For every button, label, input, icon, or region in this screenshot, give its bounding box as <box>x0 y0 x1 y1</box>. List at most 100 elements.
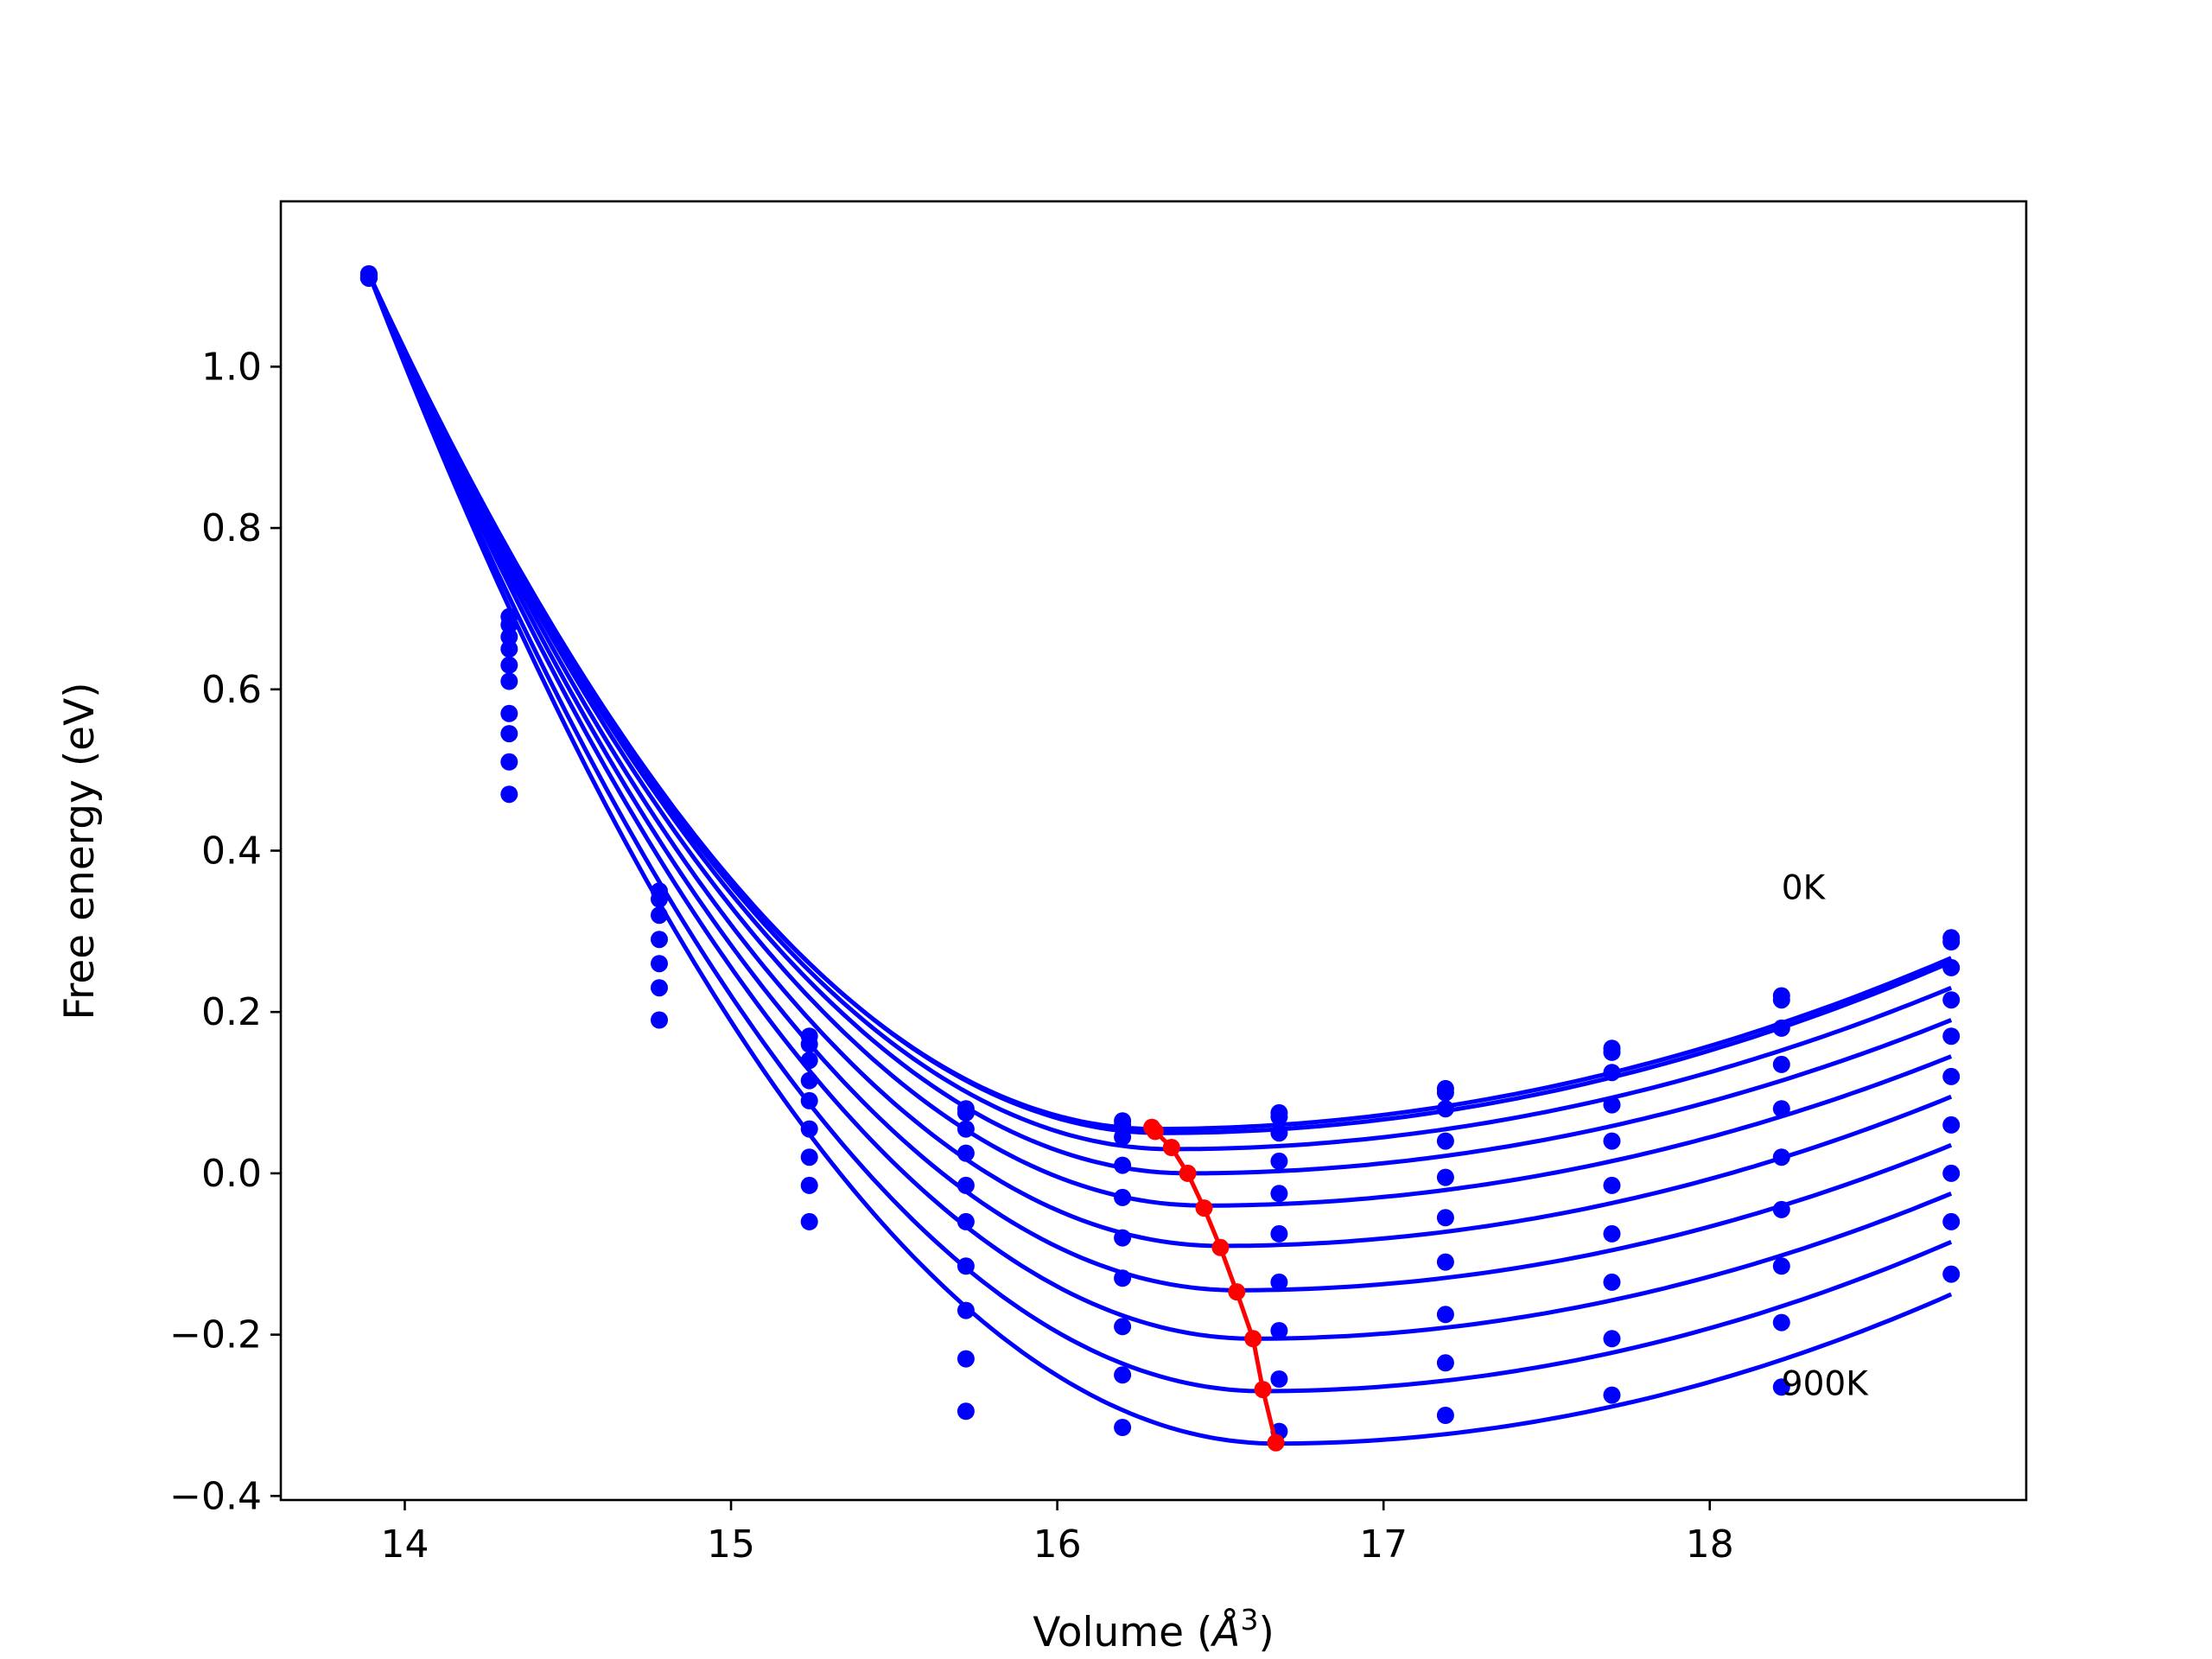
x-axis-label-prefix: Volume ( <box>1033 1609 1212 1656</box>
data-point-600k-9 <box>1772 1200 1790 1218</box>
x-axis-label-suffix: ) <box>1258 1609 1274 1656</box>
data-point-400k-6 <box>1270 1185 1288 1203</box>
minimum-path-line <box>1150 1126 1279 1444</box>
data-point-400k-3 <box>800 1091 818 1109</box>
y-tick-label-5: 0.6 <box>201 668 262 712</box>
data-point-300k-5 <box>1114 1156 1132 1174</box>
fit-curve-300k <box>366 272 1953 1176</box>
y-tick-label-2: 0.0 <box>201 1152 262 1196</box>
data-point-100k-7 <box>1436 1084 1454 1102</box>
data-point-200k-2 <box>651 906 668 925</box>
x-axis-label-unit: Å <box>1210 1609 1240 1656</box>
y-tick-label-6: 0.8 <box>201 506 262 550</box>
data-point-200k-4 <box>957 1120 975 1138</box>
data-point-400k-9 <box>1772 1100 1790 1118</box>
fit-curve-700k <box>366 273 1953 1341</box>
minimum-point-2 <box>1162 1139 1180 1156</box>
minimum-point-6 <box>1228 1283 1246 1301</box>
data-point-100k-8 <box>1603 1043 1621 1061</box>
data-point-700k-1 <box>500 725 518 743</box>
data-point-400k-7 <box>1436 1168 1454 1186</box>
data-point-700k-5 <box>1114 1318 1132 1336</box>
data-point-800k-7 <box>1436 1354 1454 1372</box>
fit-curve-800k <box>366 273 1953 1394</box>
data-point-700k-3 <box>800 1176 818 1194</box>
data-point-500k-5 <box>1114 1229 1132 1247</box>
data-point-200k-5 <box>1114 1128 1132 1146</box>
data-point-100k-4 <box>957 1103 975 1122</box>
data-point-100k-2 <box>651 890 668 908</box>
y-tick-label-1: −0.2 <box>169 1313 262 1357</box>
fit-curve-200k <box>366 272 1953 1152</box>
data-point-500k-10 <box>1942 1067 1961 1085</box>
data-point-900k-1 <box>500 785 518 804</box>
data-point-600k-6 <box>1270 1273 1288 1291</box>
data-point-800k-10 <box>1942 1212 1961 1230</box>
data-point-600k-7 <box>1436 1253 1454 1271</box>
data-point-100k-5 <box>1114 1116 1132 1134</box>
data-point-800k-5 <box>1114 1366 1132 1384</box>
data-point-600k-5 <box>1114 1269 1132 1287</box>
data-point-500k-7 <box>1436 1209 1454 1227</box>
minimum-point-5 <box>1211 1238 1230 1256</box>
data-point-700k-6 <box>1270 1322 1288 1339</box>
data-point-300k-9 <box>1772 1055 1790 1073</box>
data-point-800k-9 <box>1772 1313 1790 1332</box>
data-point-500k-1 <box>500 672 518 690</box>
x-axis-label-exponent: 3 <box>1240 1603 1258 1637</box>
data-point-100k-1 <box>500 616 518 634</box>
fit-curve-900k <box>366 273 1953 1446</box>
minimum-point-1 <box>1146 1122 1164 1141</box>
data-point-100k-10 <box>1942 933 1961 950</box>
data-point-900k-9 <box>1772 1378 1790 1396</box>
data-point-200k-9 <box>1772 1019 1790 1037</box>
data-point-300k-10 <box>1942 991 1961 1009</box>
data-point-800k-8 <box>1603 1330 1621 1348</box>
minimum-point-9 <box>1267 1433 1285 1452</box>
data-point-400k-5 <box>1114 1188 1132 1206</box>
fit-curve-500k <box>366 272 1953 1249</box>
data-point-300k-8 <box>1603 1096 1621 1114</box>
data-point-400k-4 <box>957 1176 975 1194</box>
data-point-900k-4 <box>957 1402 975 1421</box>
x-tick-label-1: 15 <box>707 1522 755 1567</box>
annotation-0k: 0K <box>1782 869 1827 908</box>
data-point-300k-1 <box>500 640 518 658</box>
data-point-100k-6 <box>1270 1108 1288 1126</box>
data-point-700k-7 <box>1436 1306 1454 1324</box>
annotation-900k: 900K <box>1782 1365 1869 1404</box>
data-point-500k-3 <box>800 1120 818 1138</box>
data-point-200k-10 <box>1942 958 1961 976</box>
data-point-300k-7 <box>1436 1132 1454 1150</box>
data-point-900k-0 <box>359 269 378 287</box>
data-point-200k-7 <box>1436 1100 1454 1118</box>
data-point-500k-2 <box>651 979 668 997</box>
data-point-600k-10 <box>1942 1116 1961 1134</box>
data-point-700k-4 <box>957 1301 975 1319</box>
data-point-600k-3 <box>800 1148 818 1166</box>
minimum-point-7 <box>1244 1330 1262 1348</box>
data-point-200k-1 <box>500 628 518 646</box>
x-tick-label-4: 18 <box>1686 1522 1734 1567</box>
data-point-700k-8 <box>1603 1273 1621 1291</box>
data-point-900k-8 <box>1603 1386 1621 1404</box>
minimum-point-4 <box>1195 1199 1213 1217</box>
data-point-200k-3 <box>800 1052 818 1070</box>
x-tick-label-0: 14 <box>380 1522 429 1567</box>
data-point-100k-3 <box>800 1035 818 1053</box>
data-point-600k-8 <box>1603 1224 1621 1243</box>
y-tick-label-0: −0.4 <box>169 1474 262 1518</box>
data-point-300k-2 <box>651 931 668 949</box>
data-point-200k-6 <box>1270 1124 1288 1142</box>
fit-curve-400k <box>366 272 1953 1208</box>
data-point-900k-5 <box>1114 1419 1132 1436</box>
data-point-500k-4 <box>957 1212 975 1230</box>
data-point-500k-8 <box>1603 1176 1621 1194</box>
data-point-900k-7 <box>1436 1407 1454 1424</box>
data-point-200k-8 <box>1603 1064 1621 1082</box>
y-axis-ticks: −0.4 −0.2 0.0 0.2 0.4 0.6 0.8 1.0 <box>169 345 281 1518</box>
data-point-400k-2 <box>651 955 668 973</box>
y-tick-label-7: 1.0 <box>201 345 262 389</box>
data-point-600k-1 <box>500 704 518 722</box>
